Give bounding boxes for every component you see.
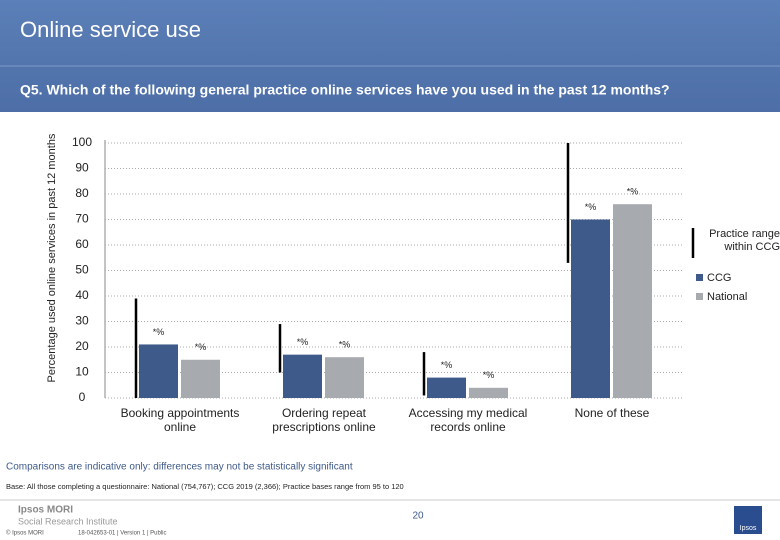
bar (139, 344, 178, 398)
point-label: *% (585, 202, 597, 212)
point-label: *% (339, 340, 351, 350)
x-tick-label: None of these (574, 406, 650, 420)
logo-text: Ipsos (740, 525, 757, 532)
y-tick-label: 40 (75, 288, 89, 302)
y-tick-label: 50 (75, 263, 89, 277)
org: Ipsos MORI (18, 505, 73, 516)
point-label: *% (153, 327, 165, 337)
y-tick-label: 20 (75, 339, 89, 353)
bar (571, 219, 610, 398)
page-number: 20 (412, 511, 424, 522)
footnote: Comparisons are indicative only: differe… (6, 462, 353, 473)
y-tick-label: 90 (75, 161, 89, 175)
y-tick-label: 100 (72, 135, 92, 149)
legend-label: National (707, 291, 747, 303)
y-tick-label: 30 (75, 314, 89, 328)
bar (469, 387, 508, 398)
question: Q5. Which of the following general pract… (20, 82, 670, 98)
y-tick-label: 70 (75, 212, 89, 226)
legend-marker (696, 274, 703, 281)
copyright: © Ipsos MORI (6, 530, 44, 537)
bar (283, 354, 322, 398)
point-label: *% (297, 337, 309, 347)
x-tick-label: Accessing my medical records online (408, 406, 528, 434)
x-tick-label: Ordering repeat prescriptions online (272, 406, 376, 434)
job-number: 18-042653-01 | Version 1 | Public (78, 531, 167, 537)
x-tick-label: Booking appointments online (120, 406, 240, 434)
bar (427, 377, 466, 398)
legend-marker (696, 293, 703, 300)
point-label: *% (441, 360, 453, 370)
point-label: *% (627, 187, 639, 197)
legend-label: Practice range within CCG (709, 228, 780, 253)
y-tick-label: 60 (75, 237, 89, 251)
bar (325, 357, 364, 398)
bar (181, 359, 220, 398)
point-label: *% (483, 370, 495, 380)
institute: Social Research Institute (18, 516, 118, 526)
bar (613, 204, 652, 398)
header-band (0, 0, 780, 112)
y-axis-label: Percentage used online services in past … (46, 133, 58, 382)
y-tick-label: 80 (75, 186, 89, 200)
legend-label: CCG (707, 272, 731, 284)
point-label: *% (195, 342, 207, 352)
y-tick-label: 0 (79, 390, 86, 404)
logo (734, 506, 762, 534)
page-title: Online service use (20, 17, 201, 42)
base-note: Base: All those completing a questionnai… (6, 482, 404, 491)
y-tick-label: 10 (75, 365, 89, 379)
